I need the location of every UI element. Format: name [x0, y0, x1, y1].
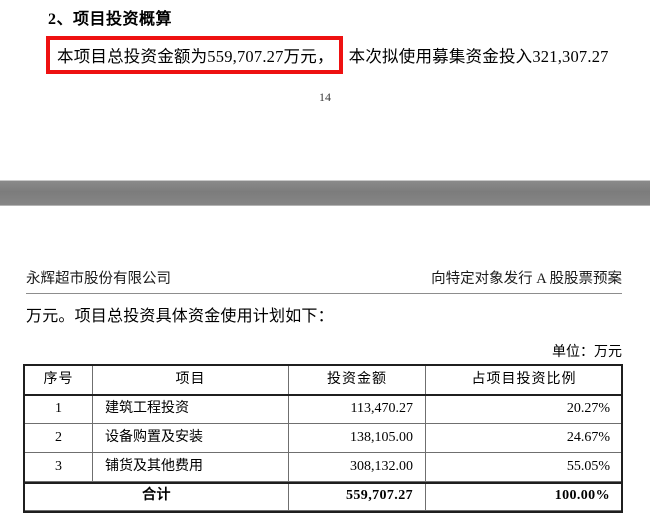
cell-total-percent: 100.00% [425, 481, 623, 511]
cell-percent: 55.05% [425, 452, 623, 482]
highlighted-sentence-line: 本项目总投资金额为559,707.27万元， 本次拟使用募集资金投入321,30… [46, 36, 609, 74]
table-row: 1 建筑工程投资 113,470.27 20.27% [24, 394, 623, 424]
table-header-row: 序号 项目 投资金额 占项目投资比例 [24, 365, 623, 395]
cell-seq: 1 [24, 394, 93, 424]
red-highlight-box: 本项目总投资金额为559,707.27万元， [46, 36, 343, 74]
investment-budget-table: 序号 项目 投资金额 占项目投资比例 1 建筑工程投资 113,470.27 2… [24, 365, 623, 511]
cell-percent: 20.27% [425, 394, 623, 424]
running-header: 永辉超市股份有限公司 向特定对象发行 A 股股票预案 [26, 267, 622, 288]
cell-amount: 113,470.27 [288, 394, 426, 424]
cell-total-label: 合计 [24, 481, 289, 511]
page-number: 14 [319, 90, 331, 104]
running-header-doc-title: 向特定对象发行 A 股股票预案 [431, 271, 622, 287]
sentence-tail-text: 本次拟使用募集资金投入321,307.27 [348, 47, 609, 66]
cell-item: 铺货及其他费用 [92, 452, 289, 482]
cell-item: 设备购置及安装 [92, 423, 289, 453]
cell-seq: 3 [24, 452, 93, 482]
column-header-item: 项目 [92, 365, 289, 395]
document-page-bottom: 永辉超市股份有限公司 向特定对象发行 A 股股票预案 万元。项目总投资具体资金使… [0, 207, 650, 526]
table-total-row: 合计 559,707.27 100.00% [24, 481, 623, 511]
page-separator-band [0, 180, 650, 206]
body-paragraph: 万元。项目总投资具体资金使用计划如下： [26, 308, 334, 325]
cell-percent: 24.67% [425, 423, 623, 453]
cell-item: 建筑工程投资 [92, 394, 289, 424]
cell-amount: 308,132.00 [288, 452, 426, 482]
table-row: 3 铺货及其他费用 308,132.00 55.05% [24, 452, 623, 482]
highlighted-text: 本项目总投资金额为559,707.27万元， [57, 47, 334, 66]
running-header-rule [26, 293, 622, 294]
table-row: 2 设备购置及安装 138,105.00 24.67% [24, 423, 623, 453]
cell-seq: 2 [24, 423, 93, 453]
column-header-amount: 投资金额 [288, 365, 426, 395]
cell-total-amount: 559,707.27 [288, 481, 426, 511]
document-page-top: 2、项目投资概算 本项目总投资金额为559,707.27万元， 本次拟使用募集资… [0, 0, 650, 180]
table-unit-label: 单位：万元 [552, 345, 622, 360]
cell-amount: 138,105.00 [288, 423, 426, 453]
running-header-company: 永辉超市股份有限公司 [26, 271, 171, 287]
column-header-seq: 序号 [24, 365, 93, 395]
section-heading: 2、项目投资概算 [48, 11, 173, 28]
column-header-percent: 占项目投资比例 [425, 365, 623, 395]
